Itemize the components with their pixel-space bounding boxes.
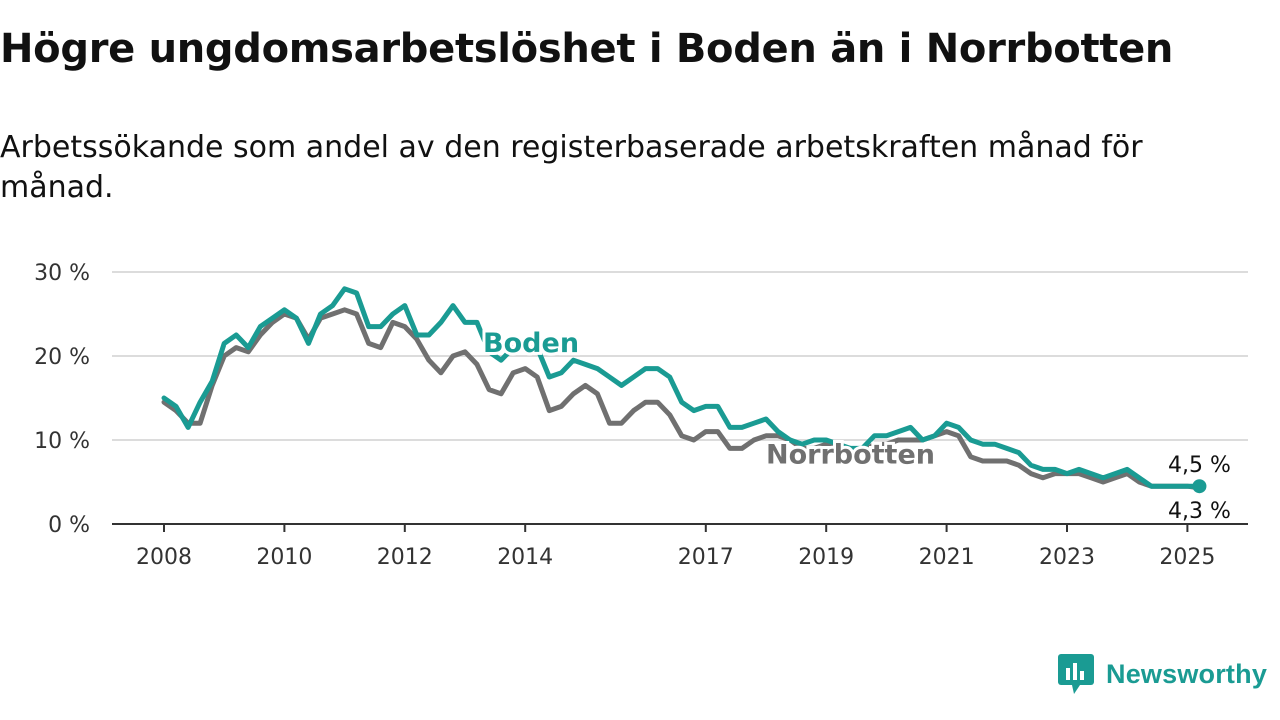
y-tick-label: 10 % — [34, 429, 90, 454]
chart-subtitle: Arbetssökande som andel av den registerb… — [0, 130, 1143, 205]
x-tick-label: 2010 — [256, 545, 312, 570]
x-tick-label: 2023 — [1039, 545, 1095, 570]
series-label-norrbotten: Norrbotten — [766, 440, 935, 471]
x-tick-label: 2019 — [798, 545, 854, 570]
x-tick-label: 2017 — [678, 545, 734, 570]
y-tick-label: 20 % — [34, 345, 90, 370]
end-label-boden: 4,5 % — [1168, 453, 1231, 478]
series-label-boden: Boden — [483, 328, 579, 359]
x-tick-label: 2008 — [136, 545, 192, 570]
x-tick-label: 2025 — [1159, 545, 1215, 570]
line-chart: 0 % 10 % 20 % 30 % 2008 2010 2012 2014 2017 2019 2… — [34, 261, 1248, 570]
chart-title: Högre ungdomsarbetslöshet i Boden än i N… — [0, 26, 1174, 72]
series-line-norrbotten — [161, 307, 1202, 491]
x-tick-label: 2012 — [377, 545, 433, 570]
x-tick-label: 2021 — [919, 545, 975, 570]
end-label-norrbotten: 4,3 % — [1168, 499, 1231, 524]
y-tick-label: 30 % — [34, 261, 90, 286]
brand-name: Newsworthy — [1106, 658, 1268, 689]
y-tick-label: 0 % — [48, 513, 90, 538]
end-point-boden — [1192, 479, 1207, 494]
brand[interactable]: Newsworthy — [1058, 654, 1267, 694]
newsworthy-logo-icon — [1058, 654, 1094, 694]
series-line-boden — [161, 286, 1202, 489]
x-tick-label: 2014 — [497, 545, 553, 570]
